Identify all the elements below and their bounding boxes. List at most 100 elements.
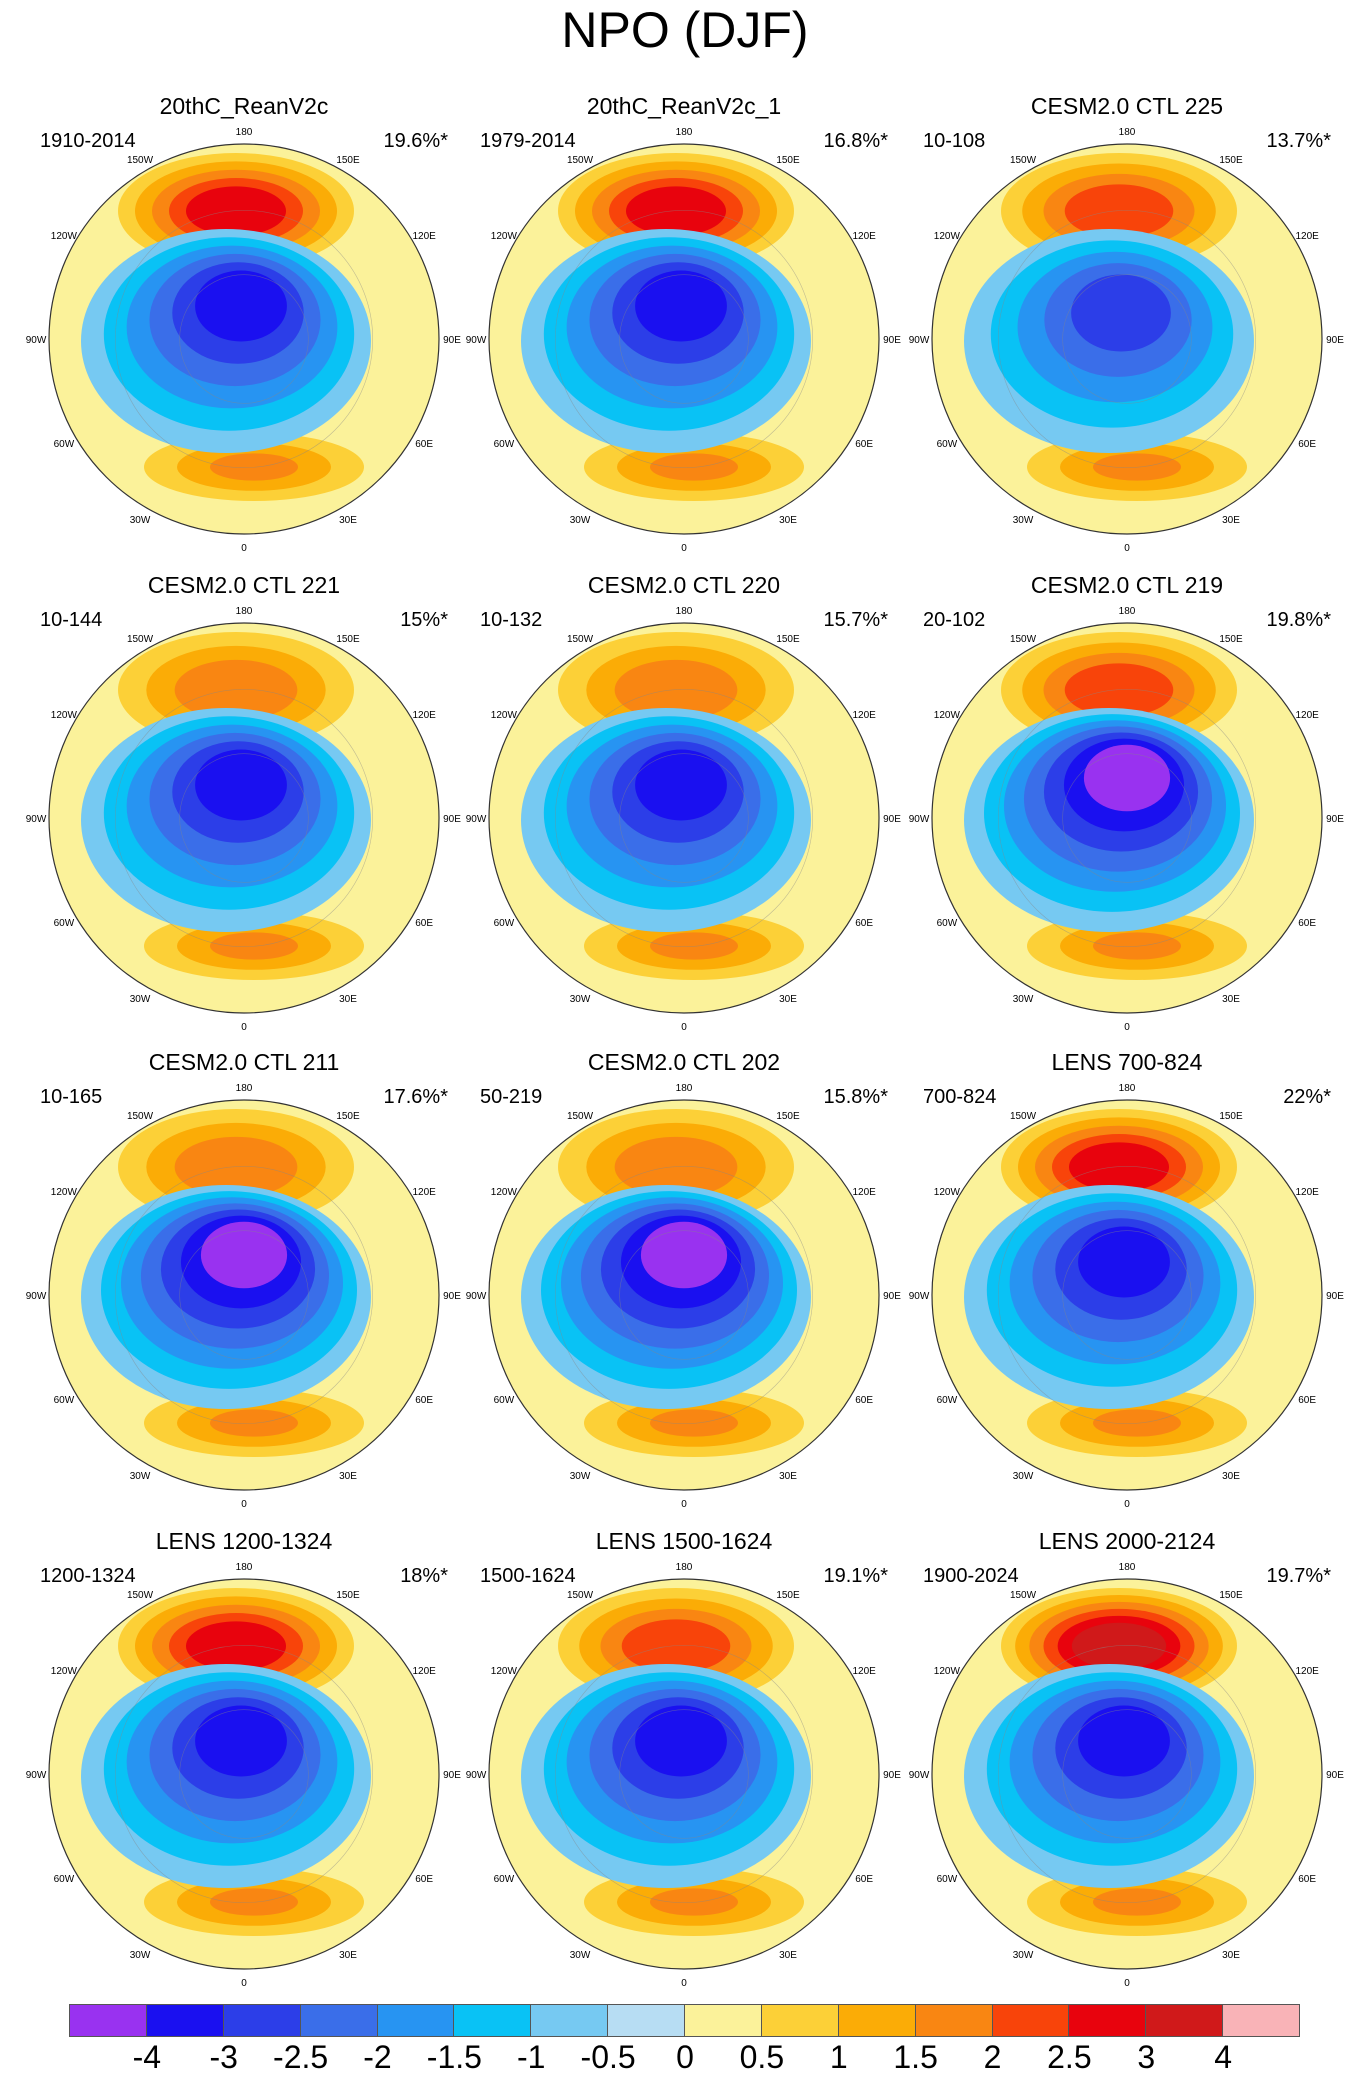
longitude-label: 30E [1222,994,1240,1005]
colorbar-bar [69,2004,1300,2037]
longitude-label: 90W [909,335,930,346]
longitude-label: 120E [412,1187,436,1198]
map-outline [48,622,440,1014]
colorbar-swatch [760,2004,839,2037]
longitude-label: 120W [934,1666,961,1677]
latitude-circle [179,274,309,404]
longitude-label: 30W [130,1950,151,1961]
longitude-label: 0 [681,543,687,554]
longitude-label: 30E [339,994,357,1005]
colorbar-tick-label: -1 [517,2039,546,2075]
longitude-label: 120E [1295,231,1319,242]
longitude-label: 150W [567,1111,594,1122]
polar-map: 180 150E 120E 90E 60E 30E 0 30W 60W 90W 120W 150W [26,1562,462,1989]
longitude-label: 90W [466,1770,487,1781]
panel-title: CESM2.0 CTL 211 [148,1049,340,1075]
latitude-circle [1062,274,1192,404]
longitude-label: 60W [494,439,515,450]
arctic-contour [1083,744,1171,812]
longitude-label: 90E [883,1291,901,1302]
longitude-label: 0 [241,1978,247,1989]
atlantic-contour [210,453,298,481]
longitude-label: 60W [494,1395,515,1406]
colorbar-tick-label: 3 [1137,2039,1156,2075]
colorbar-swatch [837,2004,916,2037]
colorbar-tick-label: 2.5 [1047,2039,1092,2075]
panel-period: 20-102 [923,609,986,631]
longitude-label: 60E [415,918,433,929]
panel-variance: 15.8%* [823,1086,889,1108]
panel-period: 1500-1624 [480,1565,576,1587]
longitude-label: 120W [491,710,518,721]
colorbar-tick-label: -3 [209,2039,238,2075]
atlantic-contour [650,1888,738,1916]
polar-map: 180 150E 120E 90E 60E 30E 0 30W 60W 90W 120W 150W [466,1083,902,1510]
longitude-label: 60E [855,1874,873,1885]
atlantic-contour [650,1409,738,1437]
map-panel: LENS 2000-2124 1900-2024 19.7%* 180 150E 120E… [907,1527,1347,1997]
colorbar-swatch [69,2004,147,2037]
longitude-label: 90E [443,1291,461,1302]
arctic-contour [635,1705,727,1777]
panel-variance: 19.6%* [383,130,449,152]
colorbar-tick-label: -1.5 [426,2039,482,2075]
panel-title: 20thC_ReanV2c [159,93,329,119]
panel-period: 1200-1324 [40,1565,136,1587]
panel-variance: 19.8%* [1266,609,1332,631]
longitude-label: 90W [26,1770,47,1781]
longitude-label: 150E [1219,1111,1243,1122]
arctic-contour [195,1705,287,1777]
pacific-contour [1064,184,1174,238]
colorbar-swatch [991,2004,1070,2037]
longitude-label: 90W [466,335,487,346]
longitude-label: 60E [415,1874,433,1885]
longitude-label: 90E [1326,335,1344,346]
panel-title: CESM2.0 CTL 221 [147,572,341,598]
colorbar-swatch [684,2004,762,2037]
map-outline [931,1099,1323,1491]
latitude-circle [115,1166,373,1424]
arctic-contour [635,749,727,821]
latitude-circle [179,753,309,883]
longitude-label: 30E [1222,1471,1240,1482]
polar-map: 180 150E 120E 90E 60E 30E 0 30W 60W 90W 120W 150W [909,1083,1345,1510]
longitude-label: 30W [570,1950,591,1961]
longitude-label: 180 [1119,127,1136,138]
polar-map: 180 150E 120E 90E 60E 30E 0 30W 60W 90W 120W 150W [26,127,462,554]
longitude-label: 90W [26,1291,47,1302]
longitude-label: 150E [1219,1590,1243,1601]
panel-title: CESM2.0 CTL 202 [587,1049,781,1075]
pacific-contour [185,1621,287,1671]
colorbar-tick-label: -2 [363,2039,392,2075]
panel-variance: 22%* [1283,1086,1331,1108]
colorbar-labels: -4 -3 -2.5 -2 -1.5 -1 -0.5 0 0.5 1 1.5 2 2.5 3 4 [70,2038,1300,2076]
longitude-label: 150W [1010,155,1037,166]
longitude-label: 90E [443,814,461,825]
latitude-circle [998,210,1256,468]
longitude-label: 180 [236,1562,253,1573]
map-outline [931,143,1323,535]
colorbar-tick-label: 0 [676,2039,694,2075]
longitude-label: 30W [570,1471,591,1482]
panel-title: LENS 1500-1624 [595,1528,773,1554]
longitude-label: 60W [937,439,958,450]
panel-title: CESM2.0 CTL 219 [1030,572,1224,598]
longitude-label: 90W [26,335,47,346]
panel-variance: 15%* [400,609,448,631]
longitude-label: 150E [776,155,800,166]
latitude-circle [115,689,373,947]
latitude-circle [619,753,749,883]
longitude-label: 30W [130,1471,151,1482]
map-outline [488,143,880,535]
longitude-label: 90W [26,814,47,825]
longitude-label: 30W [570,994,591,1005]
longitude-label: 120W [51,231,78,242]
longitude-label: 180 [676,606,693,617]
latitude-circle [619,1230,749,1360]
map-outline [48,143,440,535]
pacific-contour [185,186,287,236]
latitude-circle [555,689,813,947]
longitude-label: 0 [241,1499,247,1510]
colorbar-swatch [376,2004,455,2037]
longitude-label: 150E [336,1590,360,1601]
